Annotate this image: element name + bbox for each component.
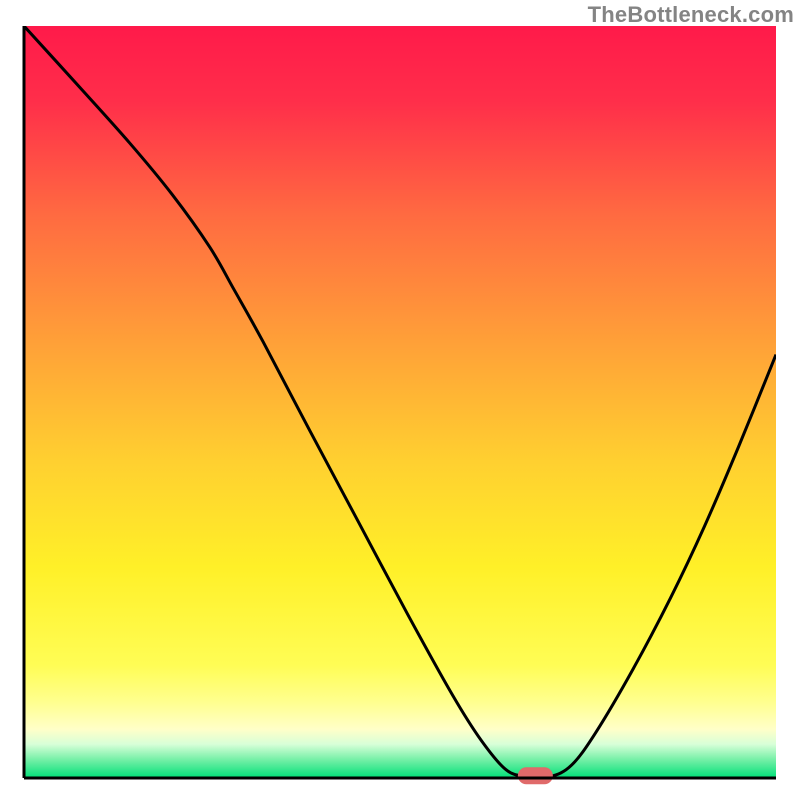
bottleneck-chart xyxy=(0,0,800,800)
gradient-background xyxy=(24,26,776,778)
chart-container: TheBottleneck.com xyxy=(0,0,800,800)
optimal-marker xyxy=(518,768,552,784)
watermark-text: TheBottleneck.com xyxy=(588,2,794,28)
